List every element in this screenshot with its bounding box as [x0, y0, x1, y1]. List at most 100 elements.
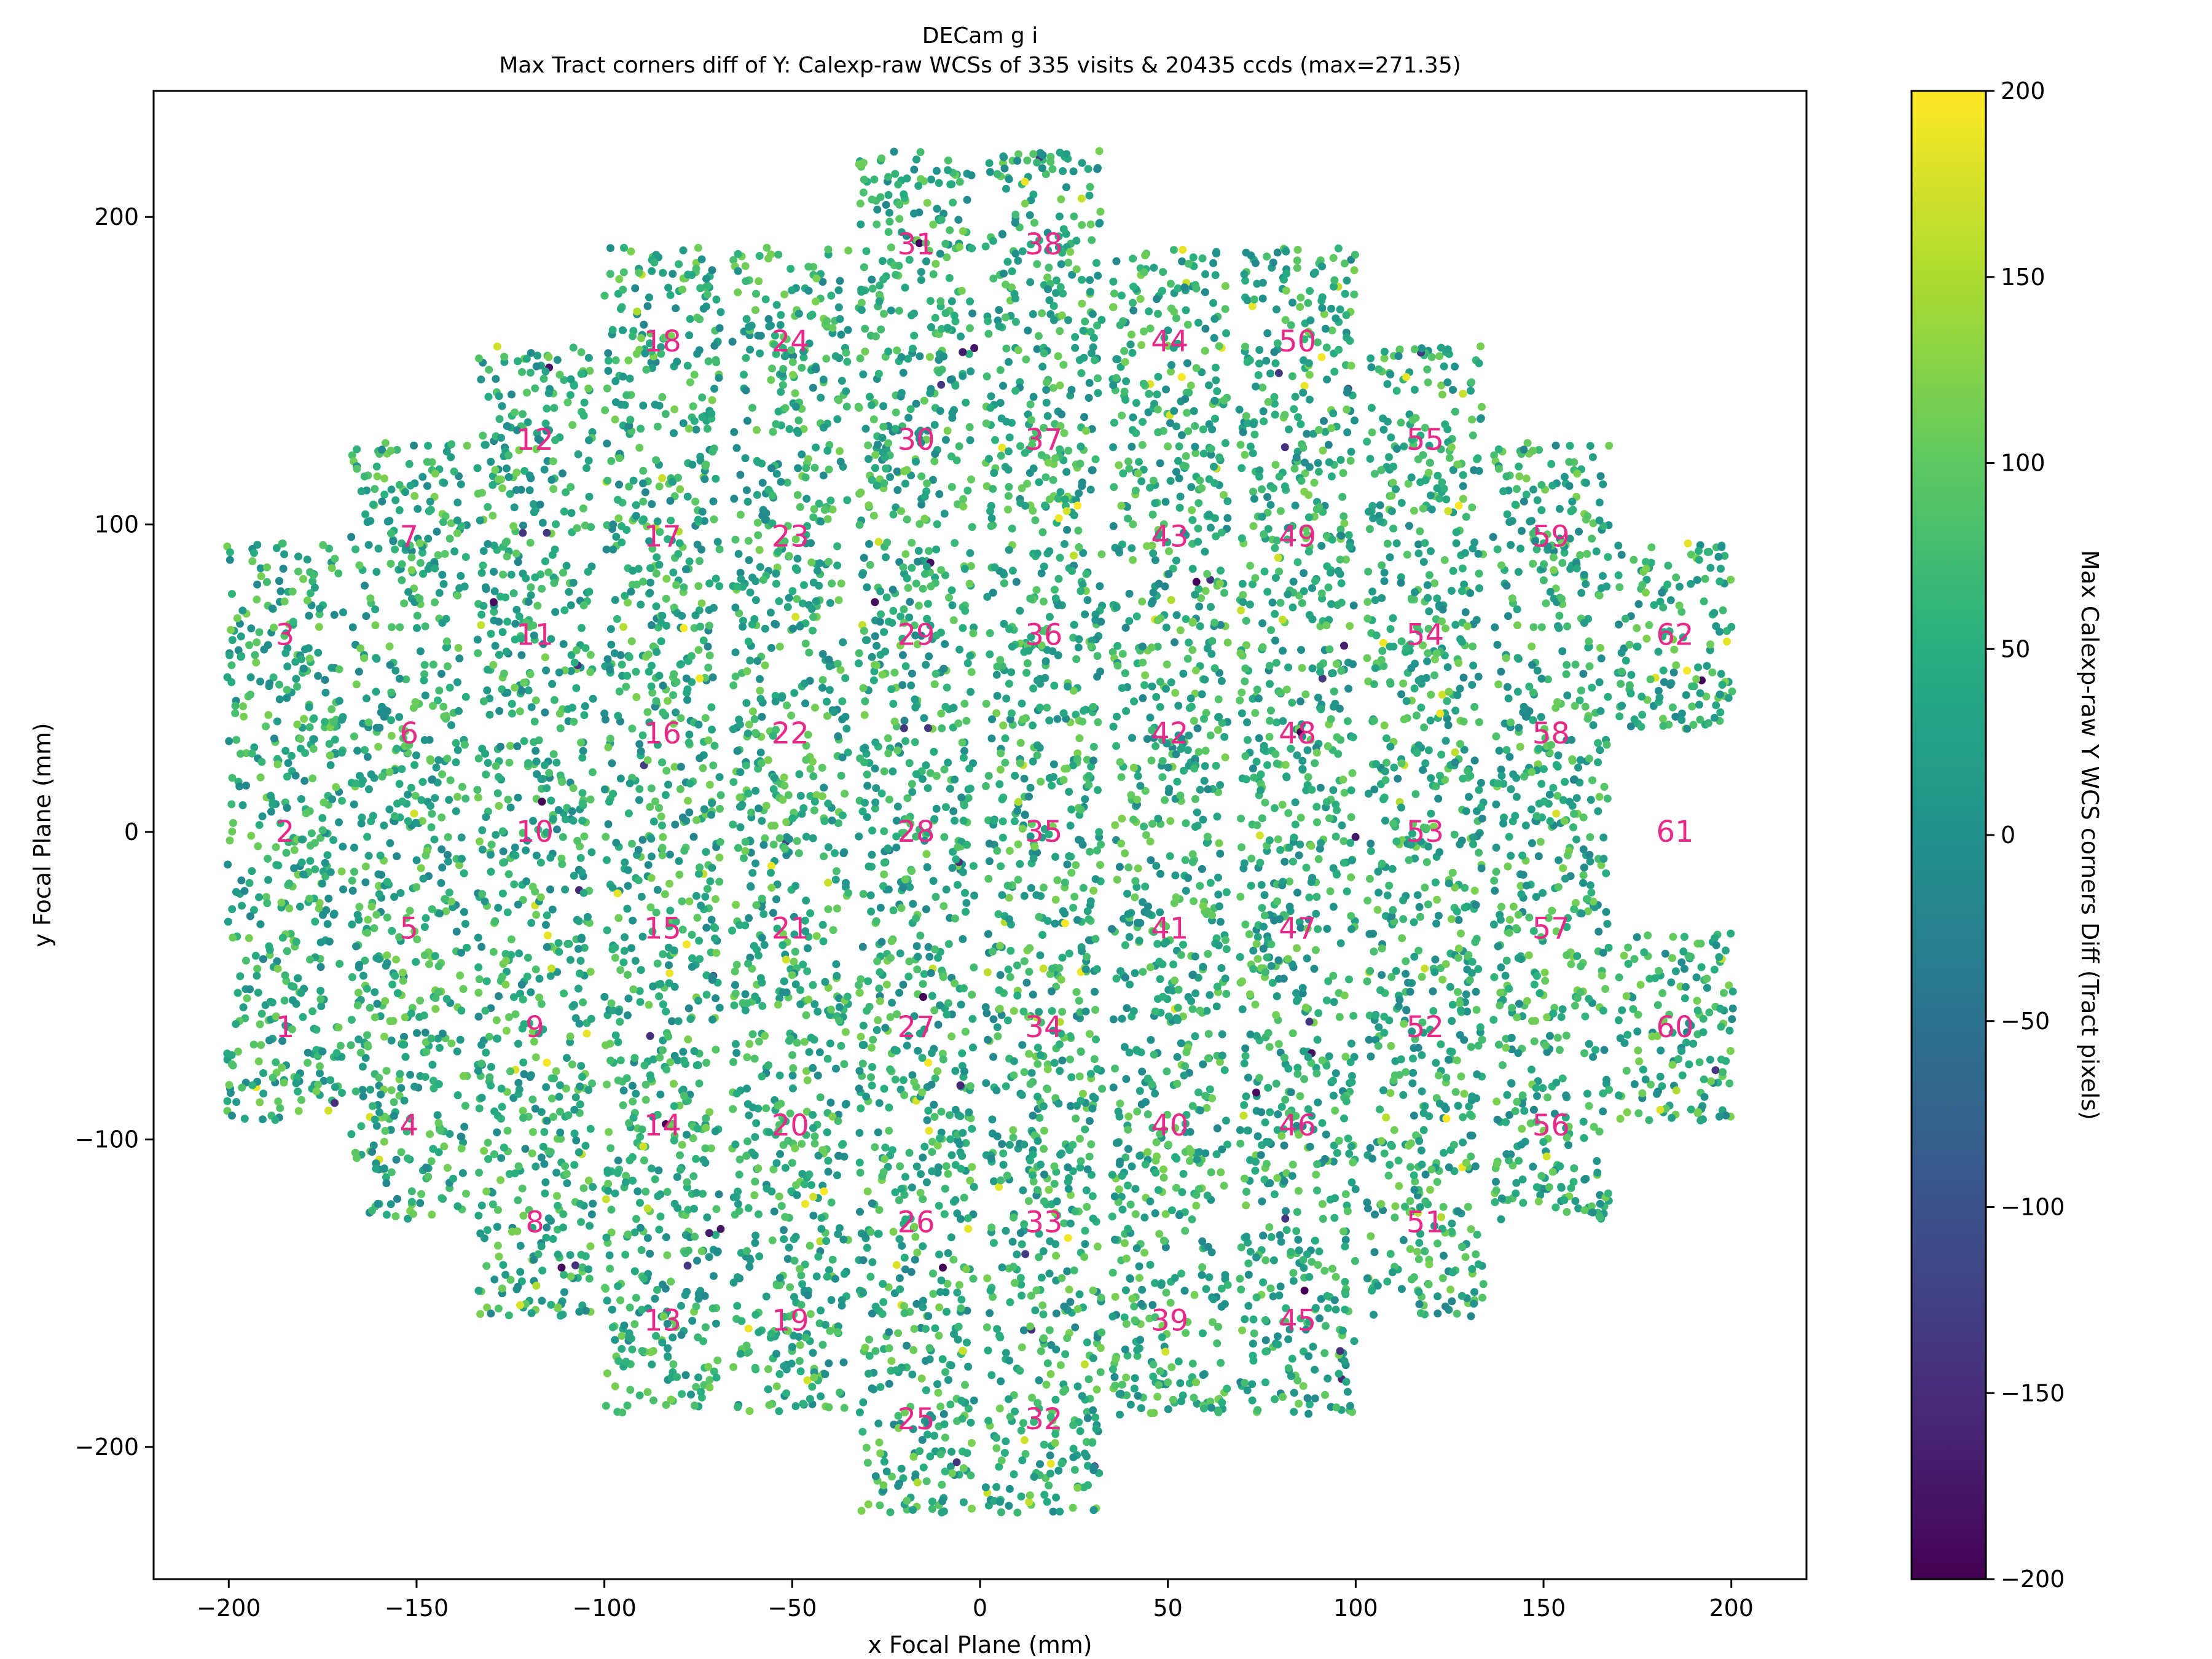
- scatter-point: [316, 938, 325, 947]
- scatter-point: [767, 464, 775, 473]
- scatter-point: [696, 622, 705, 631]
- scatter-point: [868, 1081, 876, 1090]
- scatter-point: [920, 1142, 929, 1151]
- scatter-point: [570, 658, 579, 667]
- scatter-point: [273, 965, 282, 973]
- scatter-point: [981, 1483, 990, 1492]
- scatter-point: [556, 1128, 565, 1137]
- scatter-point: [947, 483, 956, 491]
- scatter-point: [942, 1162, 951, 1171]
- scatter-point: [678, 925, 687, 934]
- scatter-point: [951, 979, 959, 987]
- scatter-point: [806, 764, 815, 773]
- scatter-point: [632, 580, 641, 589]
- scatter-point: [774, 547, 782, 556]
- scatter-point: [543, 943, 551, 951]
- scatter-point: [705, 1376, 714, 1384]
- scatter-point: [374, 742, 383, 751]
- scatter-point: [253, 580, 262, 589]
- scatter-point: [1046, 1451, 1054, 1460]
- scatter-point: [406, 906, 414, 915]
- scatter-point: [951, 539, 959, 547]
- scatter-point: [968, 244, 976, 253]
- scatter-point: [573, 837, 582, 845]
- scatter-point: [859, 1398, 868, 1406]
- scatter-point: [457, 1006, 466, 1015]
- scatter-point: [250, 743, 259, 751]
- scatter-point: [879, 402, 888, 410]
- scatter-point: [883, 538, 892, 547]
- scatter-point: [350, 800, 358, 809]
- scatter-point: [455, 584, 464, 592]
- scatter-point: [901, 737, 910, 745]
- scatter-point: [840, 1269, 849, 1278]
- scatter-point: [620, 1321, 629, 1330]
- scatter-point: [774, 1126, 783, 1135]
- scatter-point: [463, 441, 471, 450]
- scatter-point: [256, 1020, 264, 1029]
- scatter-point: [889, 606, 898, 615]
- scatter-point: [780, 290, 789, 299]
- scatter-point: [363, 518, 372, 527]
- scatter-point: [477, 621, 485, 629]
- scatter-point: [817, 1392, 825, 1400]
- scatter-point: [503, 464, 511, 473]
- scatter-point: [407, 553, 416, 562]
- scatter-point: [299, 1013, 307, 1021]
- scatter-point: [970, 1183, 978, 1191]
- scatter-point: [272, 1058, 280, 1067]
- scatter-point: [697, 901, 705, 910]
- scatter-point: [273, 717, 281, 726]
- scatter-point: [809, 626, 817, 635]
- scatter-point: [535, 975, 544, 983]
- scatter-point: [664, 535, 672, 543]
- scatter-point: [637, 600, 645, 609]
- scatter-point: [1056, 1361, 1065, 1370]
- scatter-point: [635, 345, 643, 354]
- scatter-point: [627, 587, 635, 596]
- scatter-point: [306, 841, 315, 850]
- scatter-point: [688, 460, 697, 469]
- scatter-point: [314, 648, 323, 657]
- scatter-point: [664, 283, 673, 292]
- scatter-point: [316, 1062, 324, 1070]
- scatter-point: [938, 724, 946, 732]
- scatter-point: [611, 1336, 619, 1344]
- scatter-point: [729, 1105, 737, 1113]
- scatter-point: [378, 772, 386, 781]
- scatter-point: [747, 808, 756, 817]
- scatter-point: [959, 348, 967, 356]
- scatter-point: [1039, 1310, 1048, 1319]
- scatter-point: [539, 1142, 547, 1151]
- scatter-point: [833, 1171, 841, 1180]
- scatter-point: [817, 393, 825, 402]
- scatter-point: [820, 506, 829, 514]
- scatter-point: [869, 1035, 877, 1044]
- scatter-point: [923, 863, 931, 871]
- scatter-point: [1089, 1406, 1097, 1414]
- scatter-point: [804, 995, 813, 1004]
- scatter-point: [833, 971, 841, 980]
- scatter-point: [453, 1047, 461, 1056]
- scatter-point: [744, 1204, 753, 1212]
- scatter-point: [442, 637, 451, 646]
- scatter-point: [697, 599, 706, 608]
- scatter-point: [949, 1255, 958, 1264]
- scatter-point: [301, 749, 309, 757]
- scatter-point: [946, 226, 954, 235]
- scatter-point: [428, 1061, 437, 1069]
- scatter-point: [751, 1133, 759, 1141]
- scatter-point: [878, 434, 887, 442]
- scatter-point: [320, 1077, 328, 1085]
- scatter-point: [754, 458, 762, 466]
- scatter-point: [264, 711, 273, 720]
- scatter-point: [1093, 1242, 1102, 1251]
- scatter-point: [794, 416, 803, 425]
- scatter-point: [887, 1357, 896, 1365]
- scatter-point: [803, 1076, 812, 1084]
- scatter-point: [999, 1149, 1008, 1158]
- scatter-point: [224, 917, 232, 926]
- scatter-point: [371, 605, 380, 614]
- scatter-point: [606, 1040, 614, 1048]
- scatter-point: [810, 806, 818, 815]
